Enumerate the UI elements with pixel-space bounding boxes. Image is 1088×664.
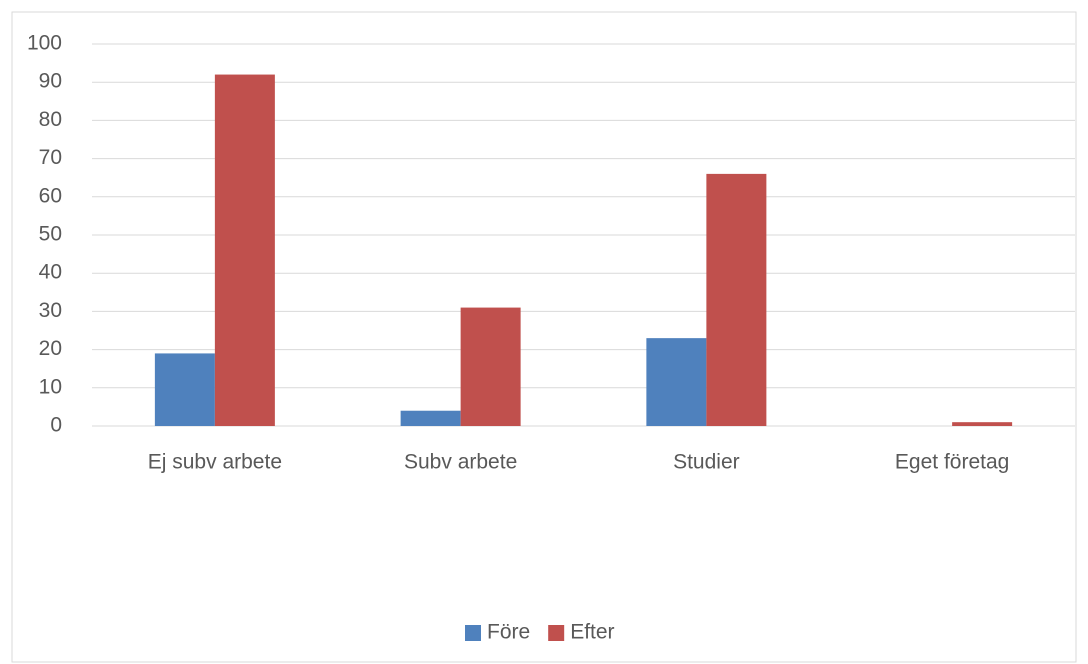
legend-swatch — [548, 625, 565, 641]
y-tick-label: 100 — [27, 32, 62, 55]
bar — [646, 338, 707, 426]
y-tick-label: 50 — [39, 223, 62, 246]
x-tick-label: Subv arbete — [404, 451, 517, 474]
bar — [460, 307, 521, 426]
y-tick-label: 90 — [39, 70, 62, 93]
bar — [154, 353, 215, 426]
y-tick-label: 70 — [39, 146, 62, 169]
y-tick-label: 0 — [50, 414, 62, 437]
bar — [400, 410, 461, 426]
chart-frame — [11, 11, 1077, 663]
y-tick-label: 10 — [39, 375, 62, 398]
legend-swatch — [465, 625, 481, 641]
x-tick-label: Studier — [673, 451, 740, 474]
bar — [706, 173, 767, 426]
legend-label: Efter — [570, 621, 614, 644]
y-tick-label: 80 — [39, 108, 62, 131]
x-tick-label: Eget företag — [895, 451, 1009, 474]
legend-label: Före — [487, 621, 530, 644]
y-tick-label: 40 — [39, 261, 62, 284]
bar — [214, 74, 275, 426]
bar — [952, 422, 1013, 426]
y-tick-label: 60 — [39, 184, 62, 207]
y-tick-label: 30 — [39, 299, 62, 322]
y-tick-label: 20 — [39, 337, 62, 360]
x-tick-label: Ej subv arbete — [148, 451, 282, 474]
